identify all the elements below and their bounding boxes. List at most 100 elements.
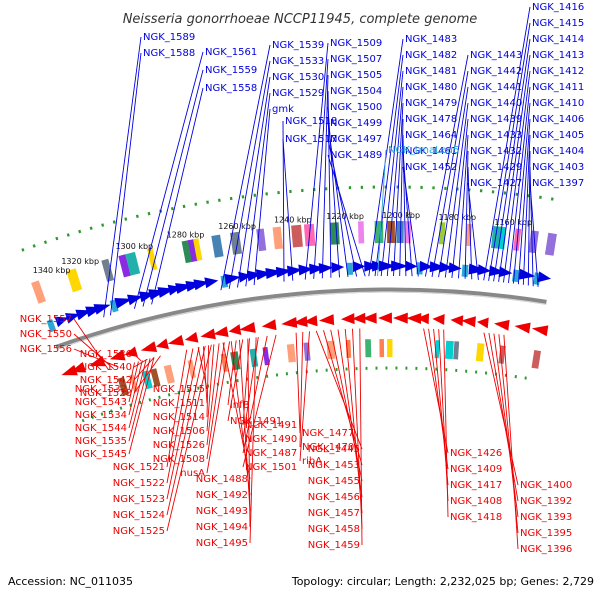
forward-gene-arrow [54,316,69,328]
reverse-gene-label: NGK_1528 [80,388,132,399]
cog-category-block [528,230,539,254]
forward-gene-label: NGK_1529 [272,88,324,99]
cog-category-block [193,238,203,261]
forward-leader-line [228,60,271,289]
forward-gene-label: NGK_1478 [405,114,457,125]
forward-leader-line [133,51,204,309]
reverse-leader-line [166,347,200,500]
outer-dot-ring-segment [135,214,139,219]
reverse-gene-arrow [432,314,445,325]
forward-leader-line [493,38,531,282]
reverse-leader-line [166,344,212,532]
forward-gene-label: NGK_1589 [143,32,195,43]
reverse-leader-line [249,337,257,544]
reverse-leader-line [166,345,206,516]
reverse-gene-label: NGK_1523 [113,494,165,505]
cog-category-block [396,221,404,244]
forward-leader-line [517,118,531,285]
reverse-leader-line [128,360,143,416]
outer-dot-ring-segment [101,223,105,227]
reverse-gene-label: NGK_1477 [302,428,354,439]
reverse-gene-label: NGK_1522 [113,478,165,489]
reverse-gene-label: NGK_1453 [308,460,360,471]
forward-gene-label: NGK_1439 [470,114,522,125]
reverse-gene-arrow [352,312,366,324]
reverse-gene-arrow [392,312,408,324]
reverse-leader-line [128,359,147,429]
reverse-leader-line [206,342,225,460]
reverse-leader-line [295,332,301,434]
reverse-leader-line [227,340,237,406]
cog-category-block [272,226,283,250]
cog-category-block [147,247,158,271]
forward-gene-label: NGK_1433 [470,130,522,141]
forward-gene-label: NGK_1461 [405,146,457,157]
reverse-gene-label: NGK_1491 [245,420,297,431]
reverse-gene-label: NGK_1470 [302,442,354,453]
reverse-gene-label: NGK_1543 [75,397,127,408]
reverse-gene-label: NGK_1396 [520,544,572,555]
forward-gene-arrow [127,294,144,306]
cog-category-block [101,258,115,282]
forward-gene-label: NGK_1518 [285,116,337,127]
forward-gene-label: NGK_1443 [470,50,522,61]
forward-gene-label: NGK_1432 [470,146,522,157]
reverse-gene-label: NGK_1458 [308,524,360,535]
inner-dot-ring-segment [119,406,123,410]
inner-cog-category-block [475,343,485,362]
forward-gene-label: NGK_1561 [205,47,257,58]
reverse-gene-label: NGK_1493 [196,506,248,517]
forward-leader-line [103,36,142,318]
cog-category-block [31,280,46,304]
forward-gene-label: NGK_1452 [405,162,457,173]
forward-leader-line [304,42,329,280]
cog-category-block [291,224,303,248]
reverse-gene-label: NGK_1556 [20,344,72,355]
forward-gene-arrow [378,260,397,272]
forward-gene-arrow [286,265,303,277]
reverse-gene-arrow [213,326,229,338]
reverse-gene-label: NGK_1455 [308,476,360,487]
reverse-gene-label: ribA [302,456,322,467]
inner-cog-category-block [379,339,385,358]
reverse-leader-line [73,318,110,371]
reverse-gene-arrow [303,315,318,327]
forward-gene-arrow [204,277,219,289]
forward-leader-line [402,166,419,277]
reverse-leader-line [230,341,251,496]
forward-gene-label: NGK_1411 [532,82,584,93]
cog-category-block [187,239,199,262]
forward-gene-arrow [439,261,453,273]
inner-dot-ring-segment [100,412,104,416]
reverse-gene-label: NGK_1542 [80,375,132,386]
outer-dot-ring-segment [112,220,116,224]
reverse-gene-arrow [140,341,158,352]
inner-cog-category-block [129,374,139,393]
forward-leader-line [522,134,531,285]
reverse-gene-arrow [514,322,531,334]
reverse-leader-line [166,348,194,484]
forward-gene-label: NGK_1410 [532,98,584,109]
forward-gene-label: NGK_1539 [272,40,324,51]
reverse-gene-label: NGK_1544 [75,423,127,434]
reverse-leader-line [133,355,161,394]
inner-cog-category-block [365,339,372,358]
cog-category-block [125,251,141,276]
forward-leader-line [529,182,539,287]
inner-cog-category-block [531,350,541,369]
leader-line-layer [73,6,539,550]
forward-leader-line [527,150,531,286]
reverse-gene-label: NGK_1409 [450,464,502,475]
reverse-gene-label: NGK_1540 [80,362,132,373]
reverse-gene-arrow [450,315,464,327]
reverse-leader-line [202,346,208,404]
forward-gene-arrow [65,313,81,324]
cog-category-block [181,240,194,264]
reverse-leader-line [128,361,139,403]
reverse-leader-line [128,362,135,390]
position-tick-label: 1180 kbp [438,213,476,222]
forward-gene-arrow [448,262,462,274]
cog-category-block [544,232,557,256]
reverse-leader-line [352,328,363,530]
reverse-gene-label: NGK_1515 [153,384,205,395]
